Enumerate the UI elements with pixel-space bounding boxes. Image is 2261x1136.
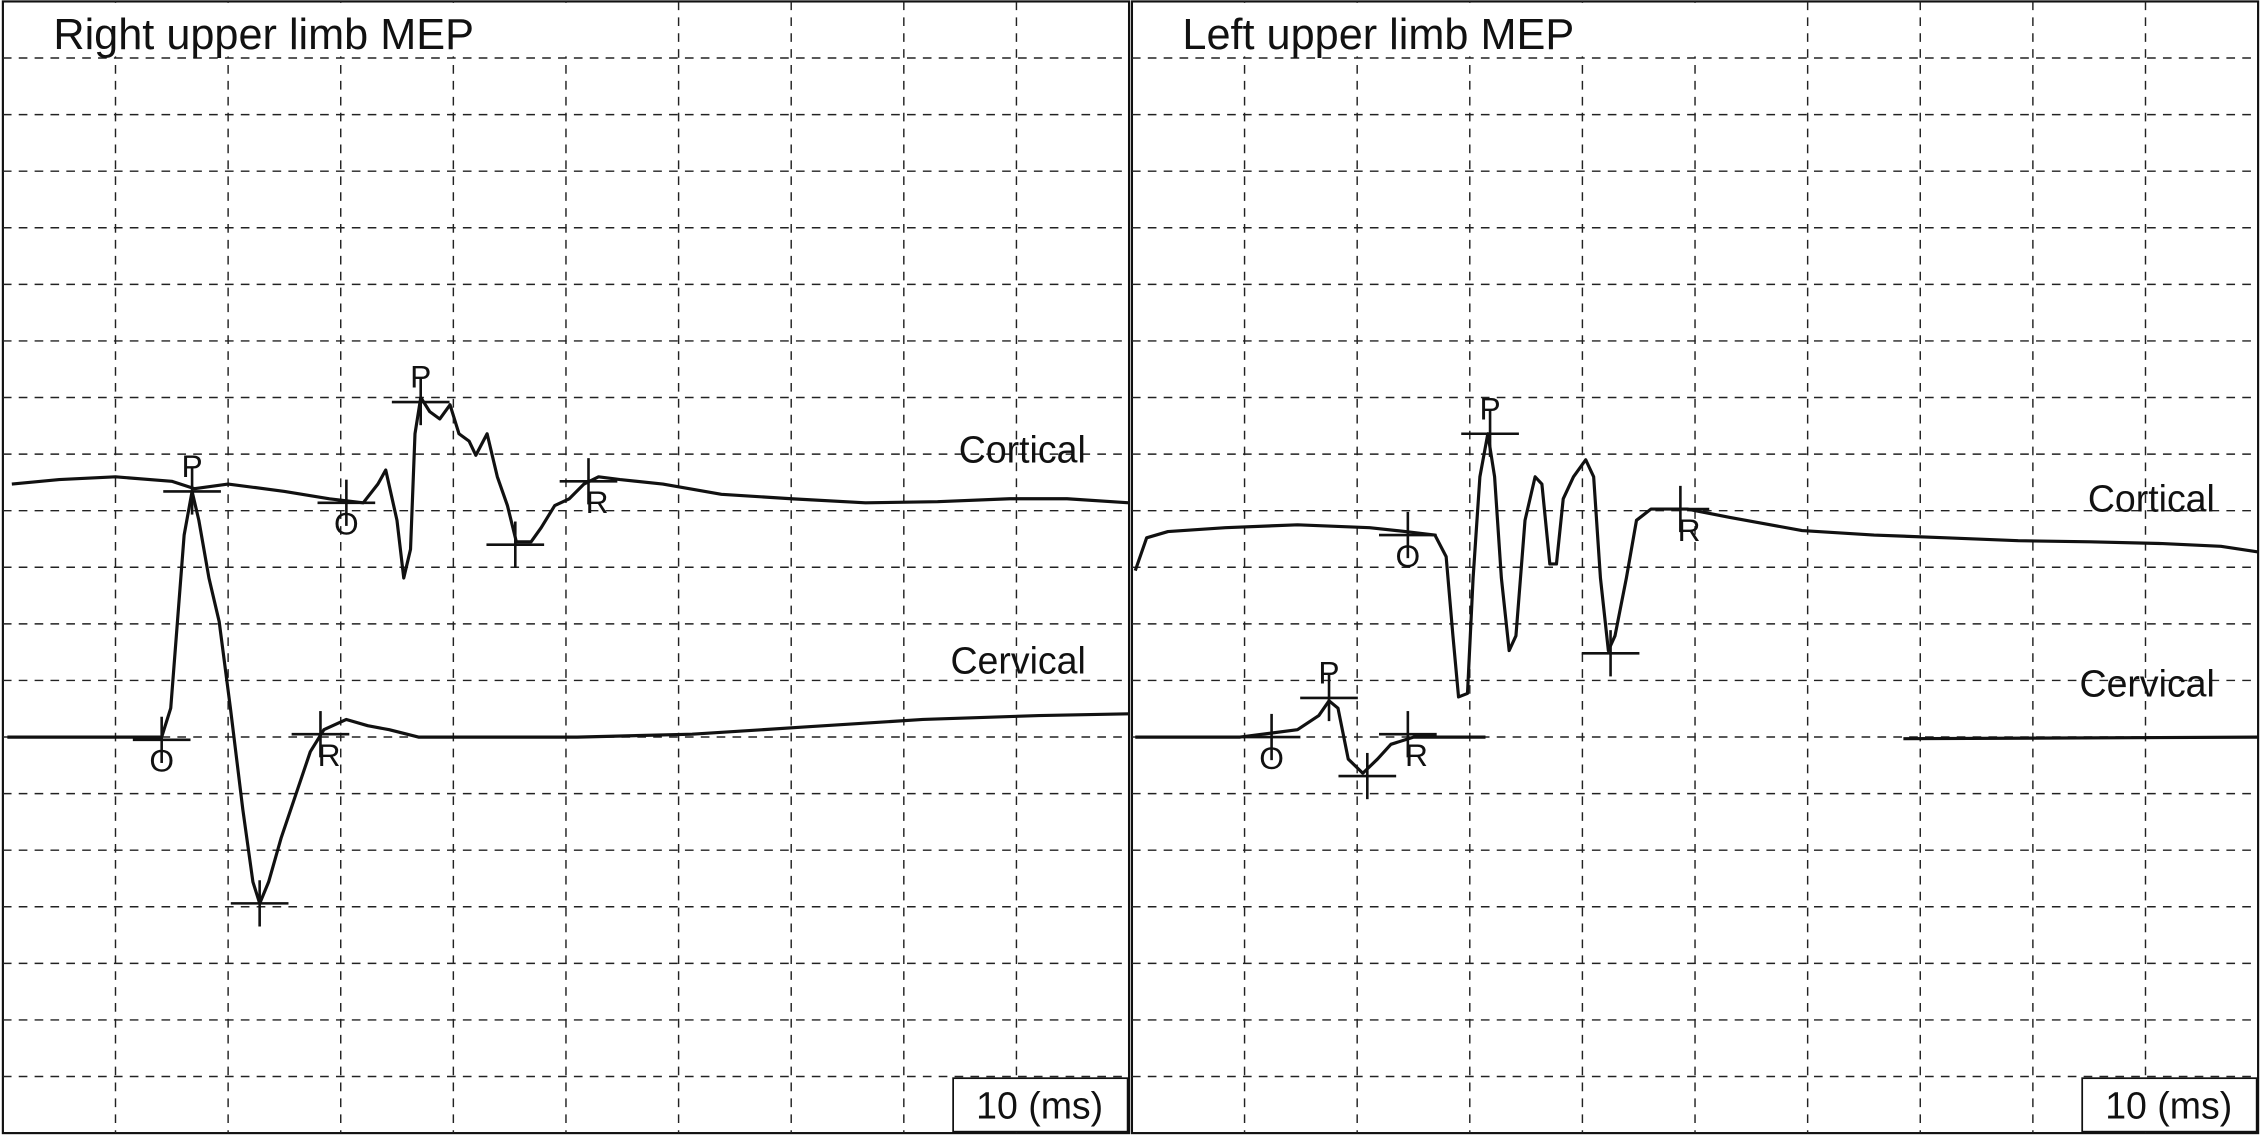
marker-label: O bbox=[334, 506, 359, 542]
panel: Right upper limb MEP Cortical Cervical O P R O… bbox=[1, 0, 1131, 1135]
marker: R bbox=[1379, 711, 1437, 773]
marker-label: R bbox=[1405, 737, 1428, 773]
trace bbox=[7, 489, 1130, 906]
series-label: Cortical bbox=[959, 428, 1086, 470]
marker: P bbox=[1461, 390, 1519, 457]
series-label: Cervical bbox=[950, 639, 1085, 681]
trace bbox=[1133, 432, 2259, 699]
panel-title: Right upper limb MEP bbox=[53, 11, 474, 59]
marker: R bbox=[291, 711, 350, 773]
marker-label: P bbox=[410, 359, 431, 395]
scale-label: 10 (ms) bbox=[2105, 1085, 2232, 1127]
series-label: Cervical bbox=[2080, 663, 2215, 705]
marker: P bbox=[163, 448, 221, 515]
panel-title: Left upper limb MEP bbox=[1182, 11, 1574, 59]
series-label: Cortical bbox=[2088, 477, 2215, 519]
marker bbox=[1338, 752, 1397, 800]
scale-label: 10 (ms) bbox=[976, 1085, 1103, 1127]
marker: R bbox=[559, 458, 618, 520]
marker-label: R bbox=[586, 484, 609, 520]
marker bbox=[1581, 630, 1640, 677]
marker: O bbox=[317, 479, 376, 542]
trace bbox=[1135, 699, 2259, 775]
marker-label: P bbox=[1479, 390, 1500, 426]
title-backing bbox=[5, 2, 670, 57]
marker: P bbox=[391, 359, 450, 426]
title-backing bbox=[1134, 2, 1799, 57]
marker-label: O bbox=[1396, 538, 1421, 574]
scale-box bbox=[2081, 1077, 2258, 1133]
marker: R bbox=[1651, 485, 1710, 548]
marker-label: P bbox=[1318, 654, 1339, 690]
marker: O bbox=[1379, 511, 1437, 574]
marker-label: O bbox=[149, 743, 174, 779]
panel: Left upper limb MEP Cortical Cervical O P R O P… bbox=[1130, 0, 2260, 1135]
marker bbox=[486, 521, 545, 568]
marker: P bbox=[1300, 654, 1358, 722]
marker-label: P bbox=[181, 448, 202, 484]
marker: O bbox=[1242, 713, 1301, 776]
scale-box bbox=[952, 1077, 1129, 1133]
marker-label: R bbox=[318, 737, 341, 773]
trace bbox=[11, 395, 1130, 580]
marker bbox=[230, 880, 289, 927]
marker-label: O bbox=[1259, 740, 1284, 776]
marker: O bbox=[132, 716, 191, 779]
marker-label: R bbox=[1678, 512, 1701, 548]
